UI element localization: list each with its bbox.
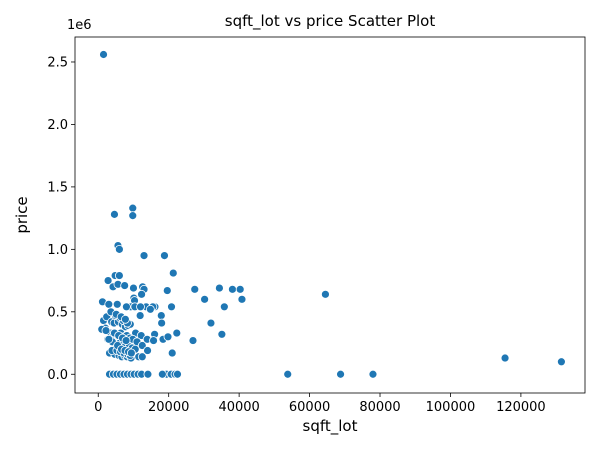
data-point <box>557 357 566 367</box>
data-point <box>172 328 182 338</box>
y-axis-offset-label: 1e6 <box>67 18 92 33</box>
data-point <box>160 251 169 261</box>
data-point <box>157 318 167 328</box>
data-point <box>104 334 114 344</box>
data-point <box>368 369 378 379</box>
x-tick-label: 100000 <box>426 400 476 415</box>
y-tick-label: 0.5 <box>47 305 68 320</box>
data-point <box>168 268 178 278</box>
data-point <box>149 336 158 345</box>
data-point <box>129 283 138 293</box>
data-point <box>190 284 200 294</box>
data-point <box>143 346 152 355</box>
data-point <box>237 294 247 304</box>
data-point <box>114 271 124 280</box>
data-point <box>114 244 124 254</box>
y-tick-label: 2.5 <box>47 55 68 70</box>
data-point <box>156 311 166 320</box>
data-point <box>145 304 155 314</box>
data-point <box>336 369 345 379</box>
data-point <box>139 251 149 261</box>
x-axis-ticks: 0 20000 40000 60000 80000 100000 120000 <box>94 393 546 415</box>
data-point <box>137 352 147 362</box>
data-point <box>228 284 237 294</box>
data-point <box>217 329 227 339</box>
data-point <box>128 203 138 213</box>
data-point <box>157 369 167 379</box>
data-point <box>321 289 330 299</box>
data-point <box>137 341 147 350</box>
data-point <box>143 369 153 379</box>
y-axis-title: price <box>13 196 31 233</box>
y-axis-ticks: 0.0 0.5 1.0 1.5 2.0 2.5 <box>47 55 75 383</box>
data-point <box>500 353 510 363</box>
chart-title: sqft_lot vs price Scatter Plot <box>225 12 436 31</box>
x-tick-label: 40000 <box>218 400 259 415</box>
data-point <box>103 276 113 285</box>
data-point <box>120 314 130 324</box>
x-tick-label: 60000 <box>289 400 330 415</box>
data-point <box>136 302 145 312</box>
data-point <box>167 302 176 312</box>
data-point <box>167 348 177 358</box>
data-point <box>162 286 172 295</box>
data-point <box>120 281 130 290</box>
data-point <box>126 348 136 358</box>
data-point <box>112 299 122 309</box>
data-point <box>128 211 138 221</box>
data-point <box>283 369 293 379</box>
data-point <box>135 311 145 320</box>
data-point <box>188 336 198 345</box>
data-point <box>99 50 108 59</box>
data-point <box>122 302 131 312</box>
x-tick-label: 20000 <box>148 400 189 415</box>
data-point <box>206 318 216 328</box>
data-point <box>219 302 229 312</box>
data-point <box>173 369 182 379</box>
points-layer <box>97 50 566 379</box>
data-point <box>235 284 245 294</box>
data-point <box>110 209 119 219</box>
data-point <box>163 332 173 342</box>
plot-area-frame <box>74 36 586 394</box>
y-tick-label: 1.0 <box>47 243 68 258</box>
data-point <box>101 326 111 335</box>
data-point <box>137 289 146 299</box>
x-tick-label: 0 <box>94 400 102 415</box>
y-tick-label: 2.0 <box>47 118 68 133</box>
data-point <box>104 299 114 309</box>
x-tick-label: 120000 <box>496 400 546 415</box>
y-tick-label: 1.5 <box>47 180 68 195</box>
x-axis-title: sqft_lot <box>303 417 358 436</box>
x-tick-label: 80000 <box>359 400 400 415</box>
data-point <box>215 283 224 293</box>
data-point <box>121 336 131 345</box>
data-point <box>200 294 210 304</box>
y-tick-label: 0.0 <box>47 368 68 383</box>
